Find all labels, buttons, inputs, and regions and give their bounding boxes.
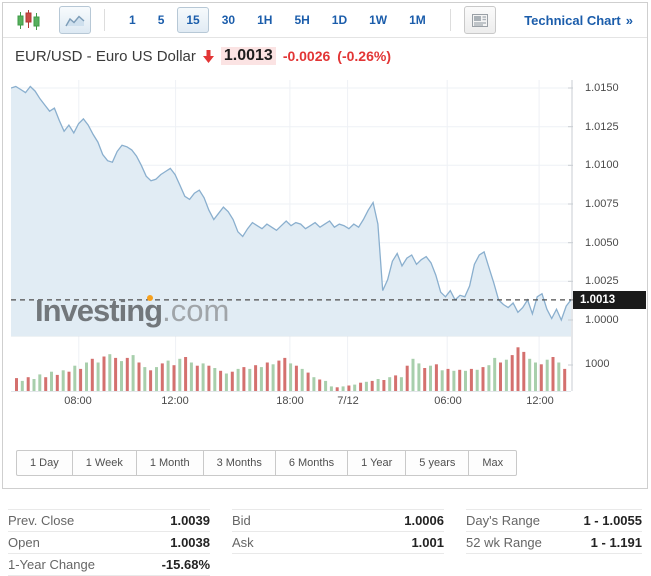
price-volume-chart-canvas[interactable] xyxy=(11,68,574,393)
x-tick: 7/12 xyxy=(337,395,359,407)
table-row: 1-Year Change -15.68% xyxy=(8,554,210,576)
range-1-day[interactable]: 1 Day xyxy=(16,450,73,476)
y-tick: 1.0050 xyxy=(585,237,619,249)
interval-1[interactable]: 1 xyxy=(129,13,136,27)
row-value: 1.001 xyxy=(411,535,444,550)
arrow-down-icon xyxy=(202,49,214,63)
x-tick: 06:00 xyxy=(434,395,462,407)
x-tick: 08:00 xyxy=(64,395,92,407)
interval-30[interactable]: 30 xyxy=(221,13,236,27)
investing-watermark: Investing.com xyxy=(35,293,229,329)
technical-chart-link[interactable]: Technical Chart » xyxy=(524,13,633,28)
range-3-months[interactable]: 3 Months xyxy=(202,450,276,476)
volume-axis-tick: 1000 xyxy=(585,358,610,370)
row-value: -15.68% xyxy=(161,557,210,572)
row-label: Ask xyxy=(232,535,254,550)
table-row: Prev. Close 1.0039 xyxy=(8,509,210,532)
watermark-brand: Investing xyxy=(35,293,163,328)
y-tick: 1.0025 xyxy=(585,275,619,287)
row-label: 1-Year Change xyxy=(8,557,95,572)
table-row: Bid 1.0006 xyxy=(232,509,444,532)
x-tick: 18:00 xyxy=(276,395,304,407)
table-row: Ask 1.001 xyxy=(232,532,444,554)
chevron-right-icon: » xyxy=(625,12,633,28)
range-max[interactable]: Max xyxy=(468,450,518,476)
quote-column-2: Bid 1.0006 Ask 1.001 xyxy=(232,509,444,576)
chart-widget: 1 5 15 30 1H 5H 1D 1W 1M Technical Chart… xyxy=(2,2,648,489)
instrument-name: EUR/USD - Euro US Dollar xyxy=(15,47,196,65)
interval-1m[interactable]: 1M xyxy=(409,13,426,27)
row-label: Day's Range xyxy=(466,513,541,528)
row-value: 1 - 1.0055 xyxy=(583,513,642,528)
range-1-year[interactable]: 1 Year xyxy=(347,450,407,476)
candlestick-chart-icon[interactable] xyxy=(13,6,45,34)
last-price: 1.0013 xyxy=(220,47,276,65)
quote-summary-table: Prev. Close 1.0039 Open 1.0038 1-Year Ch… xyxy=(0,509,651,576)
area-chart-icon[interactable] xyxy=(59,6,91,34)
last-price-badge: 1.0013 xyxy=(573,291,646,309)
row-value: 1.0039 xyxy=(170,513,210,528)
quote-header: EUR/USD - Euro US Dollar 1.0013 -0.0026 … xyxy=(3,38,647,68)
quote-board-icon[interactable] xyxy=(463,6,496,34)
row-value: 1.0038 xyxy=(170,535,210,550)
toolbar-divider xyxy=(449,9,451,31)
table-row: Day's Range 1 - 1.0055 xyxy=(466,509,642,532)
range-5-years[interactable]: 5 years xyxy=(405,450,470,476)
table-row: 52 wk Range 1 - 1.191 xyxy=(466,532,642,554)
watermark-suffix: .com xyxy=(162,293,230,328)
y-tick: 1.0100 xyxy=(585,159,619,171)
y-tick: 1.0150 xyxy=(585,82,619,94)
interval-5[interactable]: 5 xyxy=(157,13,165,27)
table-row: Open 1.0038 xyxy=(8,532,210,554)
range-1-month[interactable]: 1 Month xyxy=(135,450,204,476)
interval-1w[interactable]: 1W xyxy=(369,13,388,27)
row-label: Bid xyxy=(232,513,251,528)
row-value: 1.0006 xyxy=(404,513,444,528)
watermark-orange-dot-icon xyxy=(147,295,153,301)
interval-1h[interactable]: 1H xyxy=(257,13,273,27)
quote-column-3: Day's Range 1 - 1.0055 52 wk Range 1 - 1… xyxy=(466,509,642,576)
chart-area: Investing.com 1.0150 1.0125 1.0100 1.007… xyxy=(11,68,647,416)
interval-1d[interactable]: 1D xyxy=(331,13,348,27)
row-label: 52 wk Range xyxy=(466,535,542,550)
interval-15[interactable]: 15 xyxy=(177,7,209,33)
range-1-week[interactable]: 1 Week xyxy=(71,450,137,476)
x-tick: 12:00 xyxy=(161,395,189,407)
interval-5h[interactable]: 5H xyxy=(294,13,310,27)
y-tick: 1.0000 xyxy=(585,314,619,326)
range-6-months[interactable]: 6 Months xyxy=(274,450,349,476)
quote-column-1: Prev. Close 1.0039 Open 1.0038 1-Year Ch… xyxy=(8,509,210,576)
toolbar-divider xyxy=(104,9,105,31)
price-change-percent: (-0.26%) xyxy=(337,48,391,64)
time-axis: 08:00 12:00 18:00 7/12 06:00 12:00 xyxy=(11,395,573,413)
price-change: -0.0026 xyxy=(282,48,331,64)
technical-chart-label: Technical Chart xyxy=(524,12,621,28)
chart-toolbar: 1 5 15 30 1H 5H 1D 1W 1M Technical Chart… xyxy=(3,3,647,38)
y-tick: 1.0075 xyxy=(585,198,619,210)
y-tick: 1.0125 xyxy=(585,121,619,133)
row-label: Open xyxy=(8,535,40,550)
row-value: 1 - 1.191 xyxy=(590,535,642,550)
x-tick: 12:00 xyxy=(526,395,554,407)
price-axis: 1.0150 1.0125 1.0100 1.0075 1.0050 1.002… xyxy=(573,68,651,416)
range-selector: 1 Day 1 Week 1 Month 3 Months 6 Months 1… xyxy=(16,450,518,476)
row-label: Prev. Close xyxy=(8,513,75,528)
